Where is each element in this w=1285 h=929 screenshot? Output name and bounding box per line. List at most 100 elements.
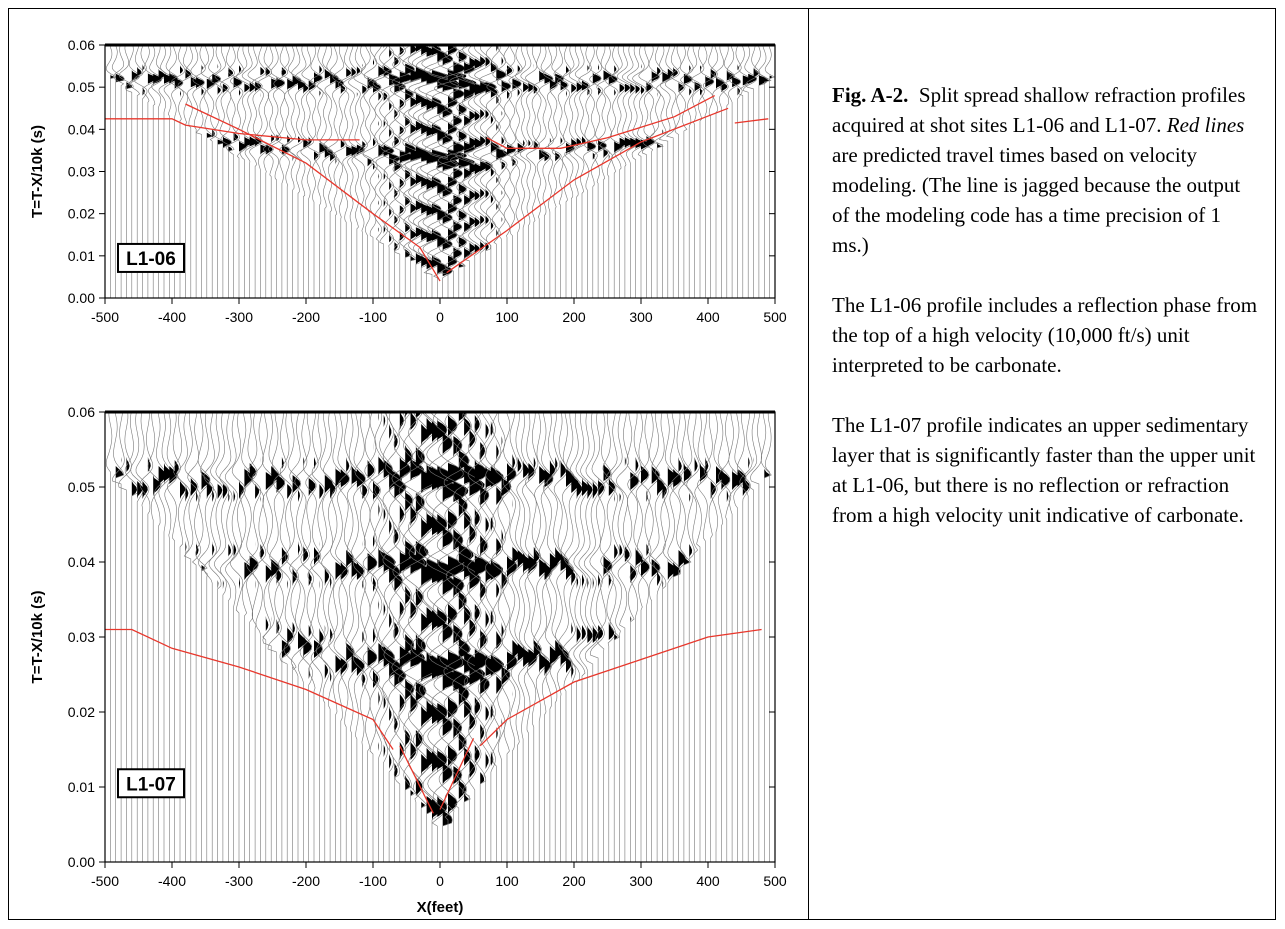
trace-fill bbox=[667, 45, 674, 298]
travel-time-line bbox=[185, 103, 441, 282]
trace bbox=[343, 45, 361, 298]
caption-paragraph: The L1-06 profile includes a reflection … bbox=[832, 293, 1258, 377]
trace-fill bbox=[566, 45, 575, 298]
trace bbox=[195, 412, 211, 862]
trace bbox=[532, 45, 548, 298]
trace bbox=[537, 45, 554, 298]
y-axis-label: T=T-X/10k (s) bbox=[29, 125, 46, 218]
trace bbox=[105, 45, 118, 298]
travel-time-line bbox=[446, 107, 729, 274]
trace bbox=[230, 45, 248, 298]
trace bbox=[739, 412, 753, 862]
travel-time-line bbox=[399, 745, 434, 814]
trace bbox=[192, 45, 207, 298]
trace bbox=[670, 45, 686, 298]
x-tick-label: 100 bbox=[495, 873, 519, 889]
travel-time-line bbox=[479, 628, 762, 747]
trace-fill bbox=[415, 412, 429, 862]
trace bbox=[220, 45, 235, 298]
trace bbox=[525, 412, 542, 862]
travel-time-line bbox=[105, 628, 394, 750]
trace bbox=[113, 412, 125, 862]
trace-fill bbox=[512, 412, 520, 862]
trace-fill bbox=[399, 412, 415, 862]
trace-fill bbox=[378, 45, 389, 298]
caption-text: Split spread shallow refraction profiles… bbox=[832, 83, 1246, 137]
trace bbox=[490, 45, 512, 298]
trace-fill bbox=[383, 45, 395, 298]
trace bbox=[486, 45, 508, 298]
trace bbox=[547, 45, 565, 298]
trace-fill bbox=[410, 412, 427, 862]
trace bbox=[726, 45, 742, 298]
trace bbox=[610, 412, 625, 862]
wiggle-traces bbox=[105, 412, 772, 862]
trace-fill bbox=[421, 412, 440, 862]
trace-fill bbox=[673, 45, 678, 298]
trace-fill bbox=[458, 412, 474, 862]
caption-label: Fig. A-2. bbox=[832, 83, 909, 107]
trace bbox=[321, 412, 338, 862]
shot-label: L1-06 bbox=[126, 249, 176, 270]
trace-fill bbox=[560, 45, 568, 298]
figure-frame bbox=[8, 8, 1276, 920]
trace bbox=[337, 412, 355, 862]
trace bbox=[653, 412, 669, 862]
trace-fill bbox=[255, 412, 260, 862]
y-tick-label: 0.06 bbox=[68, 37, 95, 53]
trace-fill bbox=[732, 45, 741, 298]
trace-fill bbox=[442, 45, 462, 298]
y-tick-label: 0.04 bbox=[68, 121, 95, 137]
trace bbox=[246, 412, 262, 862]
trace bbox=[252, 45, 269, 298]
trace-fill bbox=[608, 45, 618, 298]
trace bbox=[691, 45, 705, 298]
trace-fill bbox=[555, 412, 564, 862]
trace-fill bbox=[512, 45, 522, 298]
trace bbox=[368, 412, 389, 862]
trace bbox=[694, 412, 709, 862]
trace-fill bbox=[480, 412, 490, 862]
trace bbox=[362, 45, 382, 298]
trace bbox=[380, 45, 402, 298]
y-tick-label: 0.02 bbox=[68, 704, 95, 720]
trace-fill bbox=[437, 412, 458, 862]
trace-fill bbox=[453, 412, 471, 862]
trace bbox=[596, 45, 612, 298]
trace bbox=[500, 412, 518, 862]
trace bbox=[306, 45, 323, 298]
trace bbox=[476, 412, 499, 862]
trace bbox=[467, 412, 490, 862]
trace bbox=[678, 45, 693, 298]
trace bbox=[360, 412, 378, 862]
y-tick-label: 0.00 bbox=[68, 854, 95, 870]
x-tick-label: -300 bbox=[225, 873, 253, 889]
trace-fill bbox=[673, 412, 682, 862]
trace-fill bbox=[700, 412, 707, 862]
trace-fill bbox=[742, 412, 750, 862]
trace bbox=[540, 45, 558, 298]
trace bbox=[533, 412, 548, 862]
trace bbox=[600, 412, 617, 862]
trace bbox=[605, 45, 624, 298]
x-tick-label: -300 bbox=[225, 309, 253, 325]
x-tick-label: 400 bbox=[696, 309, 720, 325]
x-tick-label: 0 bbox=[436, 873, 444, 889]
trace bbox=[382, 412, 406, 862]
trace-fill bbox=[624, 412, 630, 862]
trace-fill bbox=[196, 45, 205, 298]
trace-fill bbox=[239, 412, 244, 862]
trace bbox=[719, 45, 735, 298]
trace bbox=[662, 412, 677, 862]
trace-fill bbox=[137, 45, 142, 298]
y-tick-label: 0.03 bbox=[68, 164, 95, 180]
trace-fill bbox=[222, 412, 228, 862]
trace-fill bbox=[721, 412, 730, 862]
trace bbox=[627, 412, 644, 862]
shot-label-box bbox=[117, 768, 185, 799]
trace-fill bbox=[662, 412, 667, 862]
trace-fill bbox=[196, 412, 199, 862]
trace-fill bbox=[356, 412, 366, 862]
trace bbox=[443, 412, 472, 862]
trace-fill bbox=[619, 412, 623, 862]
